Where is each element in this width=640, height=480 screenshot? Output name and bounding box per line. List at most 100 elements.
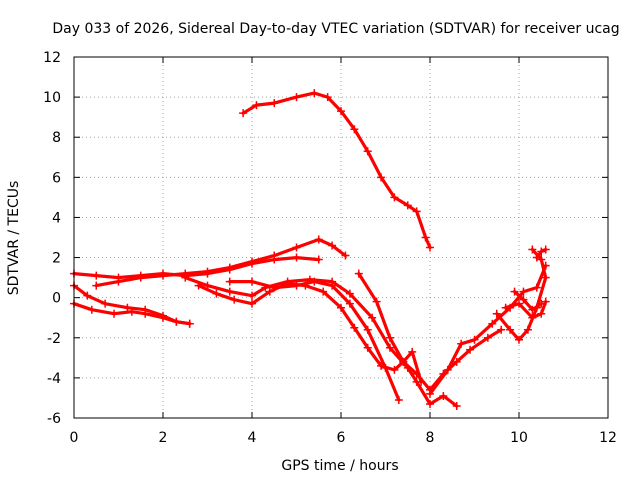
data-point <box>439 391 448 400</box>
data-point <box>292 243 301 252</box>
y-tick-label: 10 <box>43 90 61 106</box>
x-tick-label: 12 <box>599 430 617 446</box>
series-arc-3 <box>92 235 350 290</box>
data-point <box>488 319 497 328</box>
data-point <box>92 281 101 290</box>
data-point <box>350 323 359 332</box>
data-point <box>323 93 332 102</box>
data-point <box>141 309 150 318</box>
data-point <box>403 201 412 210</box>
data-point <box>385 343 394 352</box>
data-point <box>457 339 466 348</box>
data-point <box>532 283 541 292</box>
data-point <box>363 147 372 156</box>
data-point <box>390 193 399 202</box>
data-point <box>212 289 221 298</box>
series-arc-14 <box>532 245 550 262</box>
y-tick-label: 4 <box>52 210 61 226</box>
data-point <box>519 287 528 296</box>
data-point <box>101 299 110 308</box>
series-arc-13 <box>510 287 546 314</box>
x-axis-label: GPS time / hours <box>281 458 398 474</box>
data-point <box>426 399 434 408</box>
data-point <box>541 297 550 306</box>
data-point <box>372 297 381 306</box>
series-arc-7 <box>194 279 426 386</box>
data-point <box>350 125 359 134</box>
series-arc-6 <box>181 273 461 410</box>
data-point <box>412 207 421 216</box>
data-point <box>412 369 421 378</box>
series-arc-9 <box>354 269 506 394</box>
data-point <box>314 255 323 264</box>
data-point <box>363 343 372 352</box>
data-point <box>452 357 461 366</box>
data-point <box>443 365 452 374</box>
data-point <box>541 245 550 254</box>
data-point <box>483 333 492 342</box>
data-point <box>506 325 515 334</box>
data-point <box>399 357 408 366</box>
series-line <box>197 282 423 384</box>
data-point <box>377 173 386 182</box>
series-line <box>241 91 432 250</box>
data-point <box>310 89 319 98</box>
data-point <box>421 233 430 242</box>
series-line <box>183 276 459 408</box>
data-point <box>310 277 319 286</box>
y-tick-label: -6 <box>47 411 61 427</box>
data-point <box>159 313 167 322</box>
data-point <box>225 287 234 296</box>
data-point <box>83 291 92 300</box>
data-point <box>390 365 399 374</box>
x-tick-label: 0 <box>70 430 79 446</box>
data-point <box>337 303 345 312</box>
data-point <box>337 107 345 116</box>
y-axis-label: SDTVAR / TECUs <box>6 181 22 296</box>
series-arc-1 <box>239 89 434 252</box>
y-tick-label: 6 <box>52 170 61 186</box>
data-point <box>328 281 337 290</box>
data-point <box>426 243 434 252</box>
data-point <box>426 389 434 398</box>
data-point <box>519 295 528 304</box>
data-point <box>181 273 190 282</box>
data-point <box>354 269 363 278</box>
y-tick-label: -4 <box>47 371 61 387</box>
data-point <box>248 299 256 308</box>
series-line <box>512 290 543 312</box>
series-line <box>228 280 401 402</box>
x-tick-label: 2 <box>159 430 168 446</box>
data-point <box>528 313 537 322</box>
y-tick-label: 0 <box>52 291 61 307</box>
data-point <box>239 109 248 118</box>
data-point <box>368 313 377 322</box>
data-point <box>345 289 354 298</box>
data-point <box>528 305 537 314</box>
x-tick-label: 6 <box>337 430 346 446</box>
data-point <box>492 309 501 318</box>
data-point <box>532 253 541 262</box>
data-point <box>87 305 96 314</box>
data-series <box>70 89 550 410</box>
data-point <box>537 255 546 264</box>
data-point <box>292 253 301 262</box>
x-tick-label: 10 <box>510 430 528 446</box>
data-point <box>394 395 403 404</box>
data-point <box>528 245 537 254</box>
data-point <box>110 309 119 318</box>
data-point <box>292 93 301 102</box>
series-line <box>72 284 192 326</box>
series-arc-8 <box>225 277 403 404</box>
data-point <box>248 291 256 300</box>
data-point <box>381 363 390 372</box>
data-point <box>92 271 101 280</box>
data-point <box>248 277 256 286</box>
data-point <box>319 287 328 296</box>
data-point <box>408 347 417 356</box>
data-point <box>345 299 354 308</box>
y-tick-label: 2 <box>52 251 61 267</box>
data-point <box>159 271 167 280</box>
data-point <box>470 335 479 344</box>
